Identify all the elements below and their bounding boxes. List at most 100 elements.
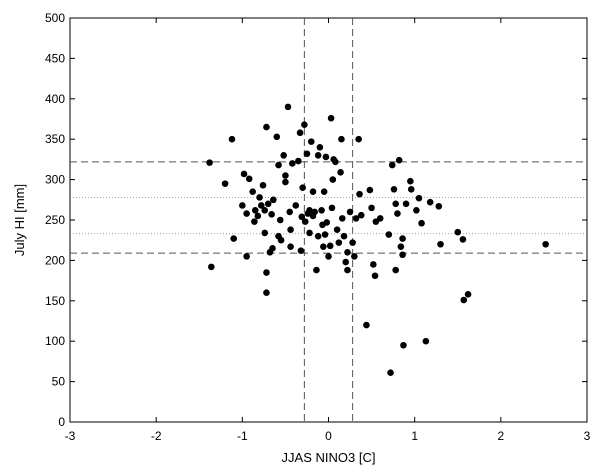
scatter-point (249, 188, 256, 196)
scatter-point (413, 207, 420, 214)
scatter-point (464, 291, 472, 298)
scatter-point (407, 185, 415, 193)
scatter-point (346, 208, 354, 216)
scatter-point (206, 159, 213, 166)
scatter-point (259, 181, 267, 189)
scatter-point (284, 103, 292, 111)
y-tick-label: 450 (45, 51, 65, 65)
scatter-point (392, 266, 400, 274)
x-tick-label: 1 (411, 429, 418, 443)
scatter-point (307, 138, 315, 145)
scatter-point (454, 228, 462, 236)
scatter-point (399, 235, 406, 242)
scatter-point (295, 157, 302, 165)
scatter-point (301, 121, 308, 128)
scatter-point (299, 184, 306, 191)
scatter-point (399, 251, 406, 259)
scatter-point (326, 242, 334, 250)
y-tick-label: 350 (45, 132, 65, 146)
scatter-point (264, 200, 272, 208)
scatter-point (228, 135, 236, 143)
scatter-point (261, 207, 269, 214)
scatter-point (338, 215, 346, 222)
scatter-point (240, 170, 248, 178)
scatter-point (392, 200, 400, 208)
scatter-point (335, 239, 343, 246)
scatter-point (286, 208, 294, 216)
scatter-point (320, 188, 328, 196)
scatter-point (342, 258, 350, 266)
scatter-point (251, 218, 258, 225)
scatter-point (313, 266, 320, 274)
y-axis-label: July HI [mm] (12, 184, 27, 256)
scatter-point (257, 202, 265, 209)
scatter-point (276, 216, 284, 224)
data-points (206, 103, 549, 377)
y-tick-label: 0 (58, 415, 65, 429)
scatter-point (263, 123, 270, 131)
scatter-point (338, 135, 345, 143)
scatter-point (239, 202, 246, 209)
scatter-point (243, 210, 250, 217)
scatter-point (318, 207, 325, 214)
scatter-point (407, 177, 414, 185)
x-tick-label: 0 (325, 429, 332, 443)
scatter-point (275, 161, 282, 169)
scatter-point (251, 207, 259, 214)
x-tick-label: 3 (584, 429, 591, 443)
scatter-point (263, 289, 270, 297)
scatter-point (332, 158, 339, 166)
scatter-point (337, 169, 344, 176)
scatter-point (208, 263, 215, 271)
x-tick-label: 2 (497, 429, 504, 443)
scatter-point (243, 253, 250, 260)
scatter-point (269, 244, 276, 252)
scatter-point (292, 202, 300, 209)
scatter-point (316, 143, 324, 151)
x-tick-label: -3 (65, 429, 76, 443)
scatter-point (371, 272, 379, 280)
scatter-point (352, 215, 360, 222)
x-tick-label: -2 (151, 429, 162, 443)
scatter-point (397, 243, 405, 250)
scatter-point (366, 186, 374, 194)
scatter-point (245, 175, 253, 183)
scatter-point (280, 152, 287, 159)
scatter-point (542, 240, 549, 248)
scatter-point (426, 198, 434, 206)
scatter-point (370, 261, 377, 268)
scatter-point (435, 202, 443, 210)
scatter-point (395, 156, 403, 164)
scatter-point (437, 240, 444, 248)
scatter-point (277, 236, 285, 244)
scatter-point (357, 211, 365, 219)
scatter-point (270, 196, 277, 204)
scatter-point (329, 176, 337, 183)
scatter-point (282, 172, 289, 179)
scatter-point (460, 296, 468, 304)
scatter-point (282, 178, 289, 186)
scatter-point (301, 218, 309, 225)
scatter-point (415, 194, 423, 202)
scatter-point (311, 208, 319, 216)
scatter-point (385, 231, 393, 238)
scatter-point (320, 243, 327, 250)
scatter-point (459, 236, 467, 243)
scatter-point (314, 232, 322, 240)
scatter-point (287, 226, 294, 233)
scatter-point (309, 188, 317, 196)
scatter-point (344, 249, 351, 256)
scatter-point (327, 114, 335, 122)
scatter-point (322, 153, 330, 161)
scatter-point (363, 321, 370, 329)
scatter-point (306, 207, 313, 214)
scatter-point (289, 160, 296, 167)
scatter-point (344, 266, 351, 274)
scatter-point (298, 213, 306, 221)
scatter-point (256, 194, 263, 201)
scatter-point (297, 247, 305, 255)
scatter-point (418, 219, 425, 227)
scatter-point (390, 185, 398, 193)
x-axis-label: JJAS NINO3 [C] (282, 450, 376, 465)
